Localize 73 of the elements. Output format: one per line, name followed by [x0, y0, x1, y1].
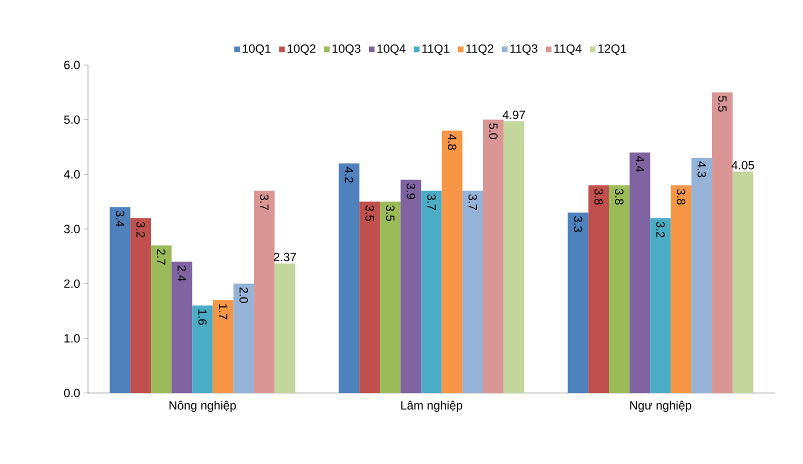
data-label: 3.8: [594, 188, 603, 205]
data-label: 4.2: [344, 166, 354, 183]
data-label: 3.8: [676, 188, 686, 205]
data-label: 2.7: [157, 249, 166, 265]
x-tick-label: Ngư nghiệp: [630, 400, 692, 412]
bar: [462, 190, 484, 393]
data-label: 5.5: [718, 96, 727, 112]
y-tick-label: 5.0: [64, 115, 80, 124]
bar: [150, 245, 172, 393]
bar: [691, 158, 712, 393]
bar: [192, 306, 213, 393]
data-label: 1.7: [219, 304, 228, 320]
x-tick-label: Lâm nghiệp: [401, 400, 462, 412]
data-label: 3.9: [406, 183, 416, 200]
legend-label: 10Q4: [377, 44, 406, 56]
bar: [588, 185, 609, 393]
y-tick-label: 6.0: [64, 60, 80, 70]
bar: [359, 202, 380, 393]
y-tick-label: 1.0: [64, 334, 80, 343]
bar: [608, 185, 630, 393]
bar: [274, 263, 296, 393]
legend-label: 11Q3: [510, 44, 538, 56]
data-label: 1.6: [198, 310, 207, 325]
data-label: 3.7: [427, 194, 436, 210]
data-label: 2.37: [274, 252, 296, 262]
data-label: 4.3: [698, 161, 706, 178]
bar: [504, 121, 524, 393]
bar: [130, 218, 151, 393]
bar: [254, 190, 275, 393]
x-tick-label: Nông nghiệp: [170, 400, 236, 412]
y-tick-label: 2.0: [64, 279, 80, 288]
bar: [712, 92, 733, 393]
bar: [732, 172, 754, 393]
y-tick-label: 3.0: [64, 224, 80, 234]
bar: [110, 207, 130, 393]
data-label: 3.2: [656, 222, 665, 238]
bar: [650, 218, 671, 393]
bar: [400, 180, 422, 393]
data-label: 5.0: [489, 123, 498, 140]
data-label: 3.2: [136, 222, 145, 238]
data-label: 4.8: [448, 134, 456, 150]
bar: [233, 284, 254, 393]
data-label: 4.05: [732, 160, 754, 170]
bar: [670, 185, 692, 393]
data-label: 3.4: [116, 210, 124, 227]
legend-label: 11Q4: [554, 44, 582, 56]
y-tick-label: 0.0: [64, 388, 80, 398]
data-label: 2.0: [240, 287, 248, 304]
bar: [338, 163, 360, 393]
data-label: 3.8: [615, 188, 624, 205]
data-label: 3.7: [260, 194, 269, 210]
bar: [568, 212, 588, 393]
bar: [212, 300, 234, 393]
data-label: 3.7: [468, 194, 477, 210]
bar: [380, 202, 401, 393]
legend-label: 11Q1: [422, 44, 450, 56]
legend-label: 12Q1: [598, 44, 626, 56]
bar: [421, 190, 442, 393]
bar: [630, 152, 650, 393]
bar: [172, 262, 192, 393]
data-label: 4.97: [502, 110, 525, 120]
bar: [442, 130, 462, 393]
legend-label: 10Q3: [332, 44, 360, 56]
data-label: 2.4: [178, 266, 186, 282]
legend-label: 10Q1: [242, 44, 271, 56]
y-tick-label: 4.0: [64, 170, 80, 179]
data-label: 3.5: [386, 205, 395, 221]
bar: [483, 120, 504, 393]
data-label: 4.4: [636, 156, 644, 172]
data-label: 3.5: [365, 205, 374, 221]
data-label: 3.3: [574, 216, 582, 232]
legend-label: 10Q2: [288, 44, 316, 56]
legend-label: 11Q2: [466, 44, 494, 56]
